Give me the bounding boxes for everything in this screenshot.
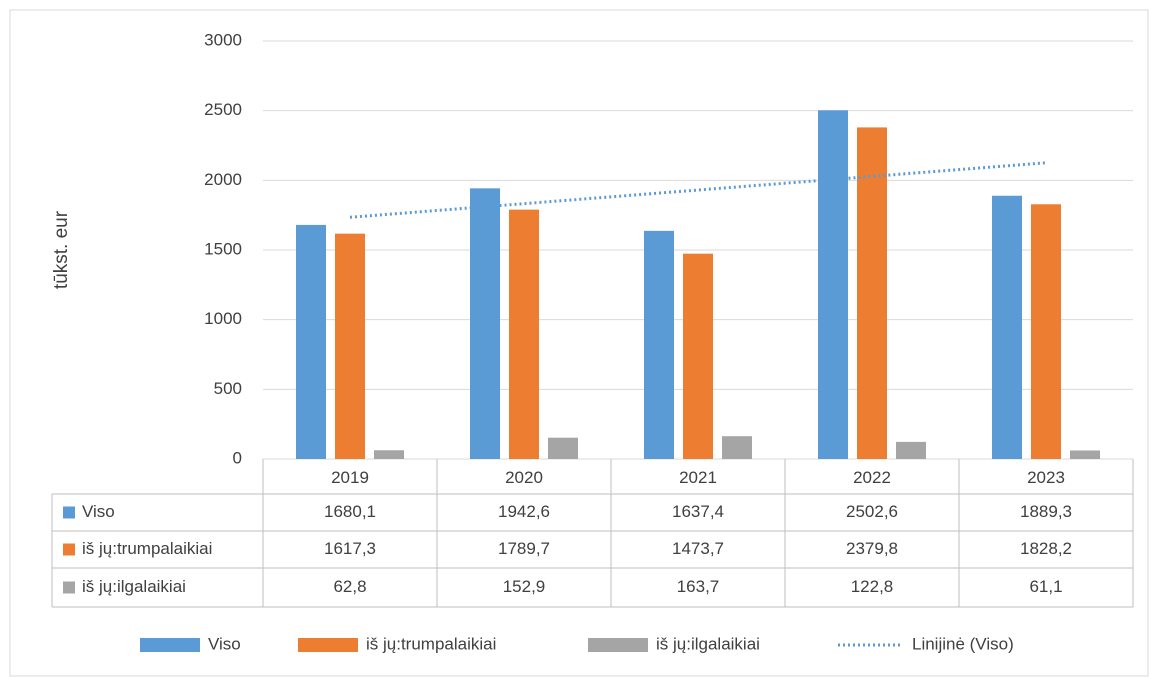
table-cell: 163,7 — [677, 577, 720, 596]
table-legend-key — [63, 543, 75, 556]
table-cell: 152,9 — [503, 577, 546, 596]
table-row-label: iš jų:ilgalaikiai — [82, 577, 186, 596]
x-tick-label: 2019 — [331, 468, 369, 487]
bar — [896, 441, 926, 459]
legend-label: Viso — [208, 634, 241, 653]
bar — [470, 188, 500, 460]
bar — [374, 450, 404, 459]
table-cell: 2502,6 — [846, 502, 898, 521]
table-row-label: Viso — [82, 502, 115, 521]
table-cell: 1889,3 — [1020, 502, 1072, 521]
table-cell: 1680,1 — [324, 502, 376, 521]
table-row-label: iš jų:trumpalaikiai — [82, 539, 212, 558]
bar — [1031, 204, 1061, 459]
x-tick-label: 2023 — [1027, 468, 1065, 487]
table-cell: 1942,6 — [498, 502, 550, 521]
bar — [683, 253, 713, 459]
bar — [1070, 450, 1100, 459]
bar — [644, 230, 674, 459]
x-tick-label: 2021 — [679, 468, 717, 487]
legend-label: iš jų:trumpalaikiai — [366, 634, 496, 653]
legend-label: Linijinė (Viso) — [912, 634, 1014, 653]
legend-label: iš jų:ilgalaikiai — [656, 634, 760, 653]
trendline — [349, 161, 1047, 219]
y-tick-label: 1000 — [204, 309, 242, 328]
y-tick-label: 0 — [233, 448, 242, 467]
legend-swatch — [298, 638, 358, 652]
y-tick-label: 2000 — [204, 170, 242, 189]
bar — [548, 437, 578, 459]
y-tick-label: 1500 — [204, 239, 242, 258]
bar — [992, 195, 1022, 459]
bar — [335, 233, 365, 459]
bar — [296, 224, 326, 459]
table-cell: 122,8 — [851, 577, 894, 596]
y-axis-title: tūkst. eur — [51, 210, 72, 289]
y-tick-label: 500 — [214, 379, 242, 398]
x-tick-label: 2022 — [853, 468, 891, 487]
table-cell: 1637,4 — [672, 502, 724, 521]
bar — [818, 110, 848, 460]
table-cell: 1617,3 — [324, 539, 376, 558]
table-cell: 61,1 — [1029, 577, 1062, 596]
legend-swatch — [588, 638, 648, 652]
y-tick-label: 2500 — [204, 100, 242, 119]
bar — [509, 209, 539, 459]
bar — [857, 127, 887, 459]
table-cell: 1828,2 — [1020, 539, 1072, 558]
legend-swatch — [140, 638, 200, 652]
bar — [722, 436, 752, 459]
table-cell: 62,8 — [333, 577, 366, 596]
table-cell: 1473,7 — [672, 539, 724, 558]
x-tick-label: 2020 — [505, 468, 543, 487]
table-legend-key — [63, 581, 75, 594]
chart-border — [9, 9, 1149, 677]
table-legend-key — [63, 506, 75, 519]
y-tick-label: 3000 — [204, 30, 242, 49]
table-cell: 2379,8 — [846, 539, 898, 558]
table-cell: 1789,7 — [498, 539, 550, 558]
